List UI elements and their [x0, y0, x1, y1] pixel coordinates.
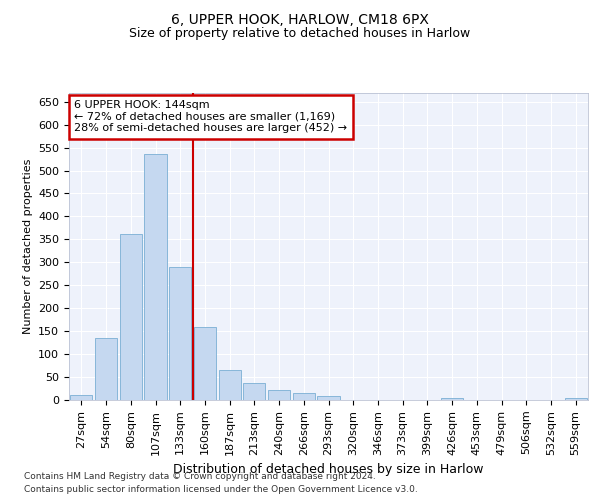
Bar — [194, 328, 216, 400]
X-axis label: Distribution of detached houses by size in Harlow: Distribution of detached houses by size … — [173, 463, 484, 476]
Bar — [441, 398, 463, 400]
Bar — [317, 396, 340, 400]
Bar — [169, 267, 191, 400]
Bar — [218, 370, 241, 400]
Text: 6, UPPER HOOK, HARLOW, CM18 6PX: 6, UPPER HOOK, HARLOW, CM18 6PX — [171, 12, 429, 26]
Text: Size of property relative to detached houses in Harlow: Size of property relative to detached ho… — [130, 28, 470, 40]
Bar — [95, 338, 117, 400]
Bar — [70, 396, 92, 400]
Bar — [243, 382, 265, 400]
Bar — [293, 393, 315, 400]
Bar — [268, 390, 290, 400]
Y-axis label: Number of detached properties: Number of detached properties — [23, 158, 32, 334]
Bar — [119, 234, 142, 400]
Text: Contains public sector information licensed under the Open Government Licence v3: Contains public sector information licen… — [24, 485, 418, 494]
Text: 6 UPPER HOOK: 144sqm
← 72% of detached houses are smaller (1,169)
28% of semi-de: 6 UPPER HOOK: 144sqm ← 72% of detached h… — [74, 100, 347, 134]
Bar — [145, 154, 167, 400]
Text: Contains HM Land Registry data © Crown copyright and database right 2024.: Contains HM Land Registry data © Crown c… — [24, 472, 376, 481]
Bar — [565, 398, 587, 400]
